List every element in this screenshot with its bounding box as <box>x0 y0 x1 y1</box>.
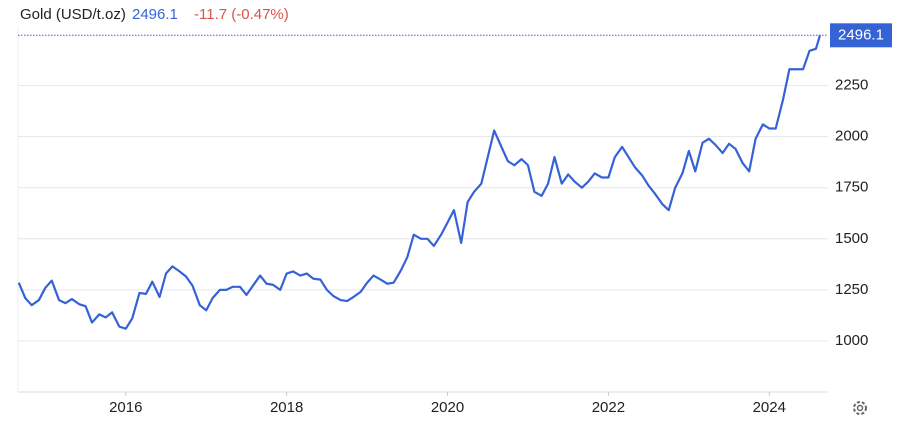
x-tick-label: 2024 <box>753 399 786 416</box>
price-change: -11.7 (-0.47%) <box>194 6 289 23</box>
last-price-label: 2496.1 <box>838 26 884 43</box>
gear-outer[interactable] <box>853 401 867 415</box>
current-price: 2496.1 <box>132 6 178 23</box>
x-tick-label: 2020 <box>431 399 464 416</box>
y-tick-label: 2250 <box>835 77 868 94</box>
y-tick-label: 1500 <box>835 230 868 247</box>
price-line <box>17 34 822 330</box>
y-tick-label: 2000 <box>835 128 868 145</box>
settings-icon[interactable] <box>853 401 867 415</box>
chart-title: Gold (USD/t.oz) <box>20 6 126 23</box>
y-tick-label: 1750 <box>835 179 868 196</box>
x-tick-label: 2022 <box>592 399 625 416</box>
gear-inner[interactable] <box>856 404 864 412</box>
y-tick-label: 1250 <box>835 281 868 298</box>
x-tick-label: 2016 <box>109 399 142 416</box>
x-tick-label: 2018 <box>270 399 303 416</box>
y-tick-label: 1000 <box>835 332 868 349</box>
last-price-box <box>830 23 892 48</box>
